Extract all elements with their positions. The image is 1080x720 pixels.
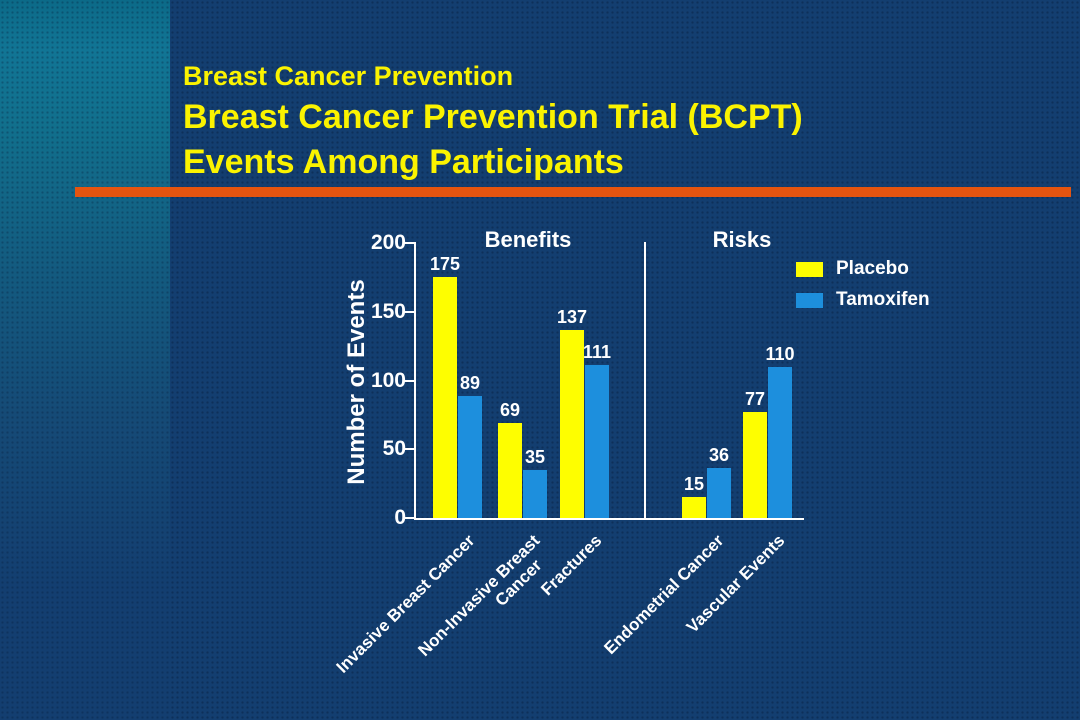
bar-tamoxifen-fractures xyxy=(585,365,609,518)
x-axis-line xyxy=(414,518,804,520)
bar-tamoxifen-vascular-events xyxy=(768,367,792,518)
title-main: Breast Cancer Prevention Trial (BCPT) xyxy=(183,98,803,136)
bar-value-placebo-invasive-breast-cancer: 175 xyxy=(429,254,461,274)
y-tick-label-200: 200 xyxy=(370,231,406,254)
bar-tamoxifen-non-invasive-breast-cancer xyxy=(523,470,547,518)
bar-placebo-vascular-events xyxy=(743,412,767,518)
y-tick-150 xyxy=(404,310,416,313)
title-kicker: Breast Cancer Prevention xyxy=(183,61,514,91)
y-tick-label-100: 100 xyxy=(370,368,406,392)
bar-placebo-endometrial-cancer xyxy=(682,497,706,518)
y-tick-0 xyxy=(404,517,416,519)
bar-tamoxifen-endometrial-cancer xyxy=(707,468,731,518)
bar-value-tamoxifen-fractures: 111 xyxy=(582,342,612,362)
bar-value-tamoxifen-endometrial-cancer: 36 xyxy=(708,445,730,465)
bar-value-placebo-endometrial-cancer: 15 xyxy=(683,474,705,494)
bar-value-placebo-fractures: 137 xyxy=(556,307,588,327)
bar-placebo-fractures xyxy=(560,330,584,518)
risks-section-heading: Risks xyxy=(712,227,772,252)
y-tick-50 xyxy=(404,448,416,451)
y-axis-line xyxy=(414,243,416,520)
benefits-section-heading: Benefits xyxy=(484,227,572,252)
legend-label-tamoxifen: Tamoxifen xyxy=(836,289,930,310)
bar-value-tamoxifen-vascular-events: 110 xyxy=(765,344,795,364)
title-sub: Events Among Participants xyxy=(183,143,624,181)
bar-value-placebo-vascular-events: 77 xyxy=(744,389,766,409)
accent-rule xyxy=(75,187,1071,197)
y-tick-label-150: 150 xyxy=(370,299,406,323)
bar-value-tamoxifen-non-invasive-breast-cancer: 35 xyxy=(524,447,546,467)
legend-swatch-tamoxifen xyxy=(796,292,823,308)
bar-value-placebo-non-invasive-breast-cancer: 69 xyxy=(499,400,521,420)
bar-tamoxifen-invasive-breast-cancer xyxy=(458,396,482,518)
y-tick-label-0: 0 xyxy=(394,506,406,529)
slide-title: Breast Cancer Prevention Breast Cancer P… xyxy=(183,58,803,185)
y-tick-label-50: 50 xyxy=(382,437,406,461)
bar-value-tamoxifen-invasive-breast-cancer: 89 xyxy=(459,373,481,393)
legend-item-placebo: Placebo xyxy=(796,258,930,279)
legend-label-placebo: Placebo xyxy=(836,258,909,279)
bar-placebo-invasive-breast-cancer xyxy=(433,277,457,518)
bar-placebo-non-invasive-breast-cancer xyxy=(498,423,522,518)
benefits-risks-divider xyxy=(644,242,646,520)
category-label-vascular-events: Vascular Events xyxy=(682,531,789,637)
y-tick-200 xyxy=(404,242,416,244)
legend: Placebo Tamoxifen xyxy=(796,258,930,323)
legend-swatch-placebo xyxy=(796,261,823,277)
legend-item-tamoxifen: Tamoxifen xyxy=(796,289,930,310)
left-accent-panel xyxy=(0,0,170,720)
y-tick-100 xyxy=(404,379,416,382)
